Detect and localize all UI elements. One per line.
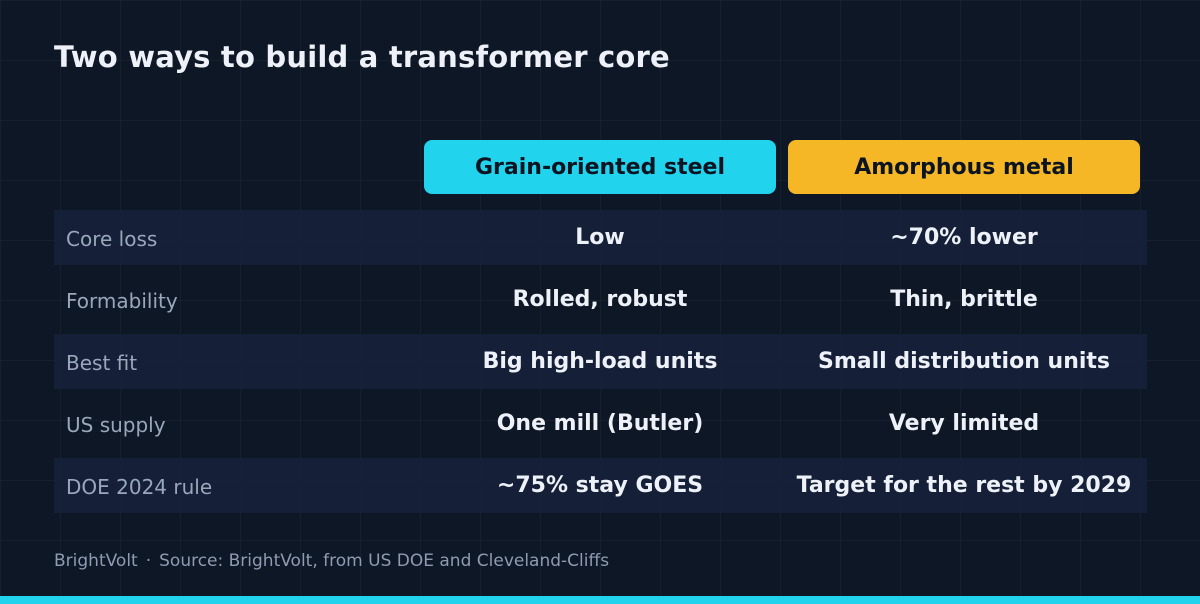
column-header-amorphous-metal: Amorphous metal [788,140,1140,194]
row-label: Core loss [66,227,158,251]
cell-amorphous: Small distribution units [817,349,1111,374]
table-row-doe-2024-rule: DOE 2024 rule ~75% stay GOES Target for … [54,456,1147,518]
cell-amorphous: Thin, brittle [890,287,1038,312]
row-label: Best fit [66,351,138,375]
footer-separator: · [145,551,152,571]
table-row-us-supply: US supply One mill (Butler) Very limited [54,394,1147,456]
footer: BrightVolt · Source: BrightVolt, from US D… [54,551,609,571]
comparison-table: Core loss Low ~70% lower Formability Rol… [54,208,1147,518]
cell-goes: ~75% stay GOES [496,473,704,498]
footer-brand: BrightVolt [54,551,138,571]
table-row-core-loss: Core loss Low ~70% lower [54,208,1147,270]
cell-amorphous: Very limited [888,411,1040,436]
cell-goes: Rolled, robust [512,287,688,312]
cell-goes: Big high-load units [482,349,718,374]
page-title: Two ways to build a transformer core [54,40,670,74]
row-background [54,210,1147,265]
column-header-grain-oriented-steel: Grain-oriented steel [424,140,776,194]
footer-source: Source: BrightVolt, from US DOE and Clev… [159,551,610,571]
row-background [54,334,1147,389]
cell-amorphous: ~70% lower [890,225,1038,250]
row-label: Formability [66,289,178,313]
accent-bar [0,596,1200,604]
row-background [54,458,1147,513]
row-label: US supply [66,413,166,437]
cell-amorphous: Target for the rest by 2029 [796,473,1132,498]
cell-goes: Low [575,225,625,250]
table-row-best-fit: Best fit Big high-load units Small distr… [54,332,1147,394]
cell-goes: One mill (Butler) [496,411,704,436]
row-label: DOE 2024 rule [66,475,213,499]
table-row-formability: Formability Rolled, robust Thin, brittle [54,270,1147,332]
